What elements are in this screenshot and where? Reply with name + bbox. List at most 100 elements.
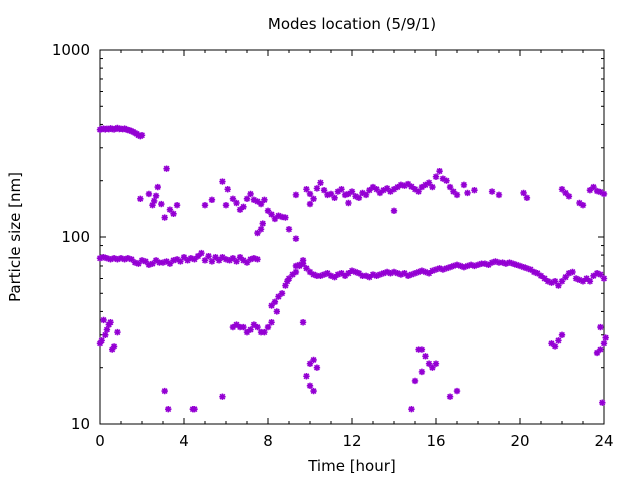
data-point — [597, 346, 604, 353]
data-point — [362, 191, 370, 199]
data-point — [376, 189, 384, 197]
data-point — [600, 275, 608, 282]
data-point — [593, 349, 601, 357]
data-point — [446, 393, 454, 400]
data-point — [352, 193, 359, 200]
data-point — [576, 276, 583, 284]
data-point — [390, 186, 398, 193]
data-point — [593, 270, 601, 277]
data-point — [107, 256, 114, 263]
data-point — [380, 270, 387, 277]
data-point — [401, 270, 408, 277]
data-point — [194, 252, 202, 260]
data-point — [303, 186, 310, 193]
data-point — [191, 256, 198, 263]
x-tick-label: 20 — [510, 432, 529, 450]
data-point — [460, 181, 468, 189]
data-point — [275, 212, 282, 219]
data-point — [124, 255, 132, 262]
data-point — [198, 249, 205, 257]
data-point — [334, 271, 342, 278]
data-point — [474, 261, 482, 269]
data-point — [569, 268, 576, 276]
data-point — [102, 331, 109, 338]
data-point — [527, 266, 534, 273]
data-point — [159, 259, 167, 266]
data-point — [418, 183, 426, 191]
data-point — [331, 194, 338, 202]
data-point — [150, 197, 158, 205]
data-point — [411, 377, 419, 385]
data-point — [306, 200, 314, 208]
data-point — [138, 132, 146, 139]
data-point — [387, 188, 394, 195]
data-point — [222, 256, 230, 263]
data-point — [180, 253, 188, 261]
data-point — [488, 188, 496, 195]
data-point — [576, 199, 583, 207]
data-point — [306, 190, 314, 198]
data-point — [152, 257, 160, 264]
data-point — [320, 186, 328, 194]
data-point — [201, 201, 209, 209]
data-point — [306, 360, 314, 367]
data-point — [537, 272, 545, 280]
data-point — [453, 387, 461, 395]
data-point — [558, 278, 566, 285]
data-point — [292, 262, 300, 270]
data-point — [257, 200, 265, 208]
data-point — [264, 207, 272, 215]
data-point — [600, 190, 608, 198]
data-point — [250, 196, 258, 204]
data-point — [555, 337, 562, 344]
data-point — [355, 270, 363, 277]
data-point — [243, 195, 251, 203]
data-point — [520, 189, 527, 197]
data-point — [161, 387, 168, 395]
data-point — [233, 321, 240, 328]
data-point — [299, 260, 307, 267]
data-point — [572, 275, 580, 282]
data-point — [215, 257, 223, 264]
data-point — [191, 405, 198, 413]
data-point — [457, 262, 464, 270]
data-point — [436, 167, 443, 175]
data-point — [96, 340, 104, 347]
data-point — [558, 186, 566, 193]
data-point — [110, 255, 118, 262]
data-point — [303, 265, 310, 272]
data-point — [509, 260, 517, 267]
data-point — [161, 214, 168, 221]
data-point — [98, 337, 105, 344]
data-point — [439, 266, 447, 273]
data-point — [240, 257, 247, 264]
data-point — [334, 188, 342, 195]
data-point — [247, 190, 254, 198]
data-point — [418, 368, 426, 376]
plot-frame — [99, 49, 605, 425]
data-point — [453, 261, 461, 269]
data-point — [165, 405, 172, 413]
data-point — [450, 188, 457, 195]
data-point — [366, 273, 373, 281]
data-point — [170, 257, 177, 264]
data-point — [273, 308, 281, 315]
data-point — [579, 278, 587, 285]
data-point — [310, 271, 317, 278]
data-point — [425, 179, 433, 186]
data-point — [268, 211, 275, 218]
data-point — [597, 188, 604, 196]
data-point — [103, 326, 111, 333]
data-point — [254, 256, 261, 263]
data-point — [432, 173, 440, 180]
data-point — [219, 178, 226, 185]
x-tick-label: 8 — [263, 432, 273, 450]
data-point — [254, 323, 261, 331]
data-point — [278, 213, 286, 221]
data-point — [110, 343, 118, 350]
data-point — [100, 316, 107, 324]
data-point — [495, 259, 503, 266]
data-point — [145, 190, 153, 198]
data-point — [205, 252, 212, 260]
data-point — [320, 271, 328, 278]
